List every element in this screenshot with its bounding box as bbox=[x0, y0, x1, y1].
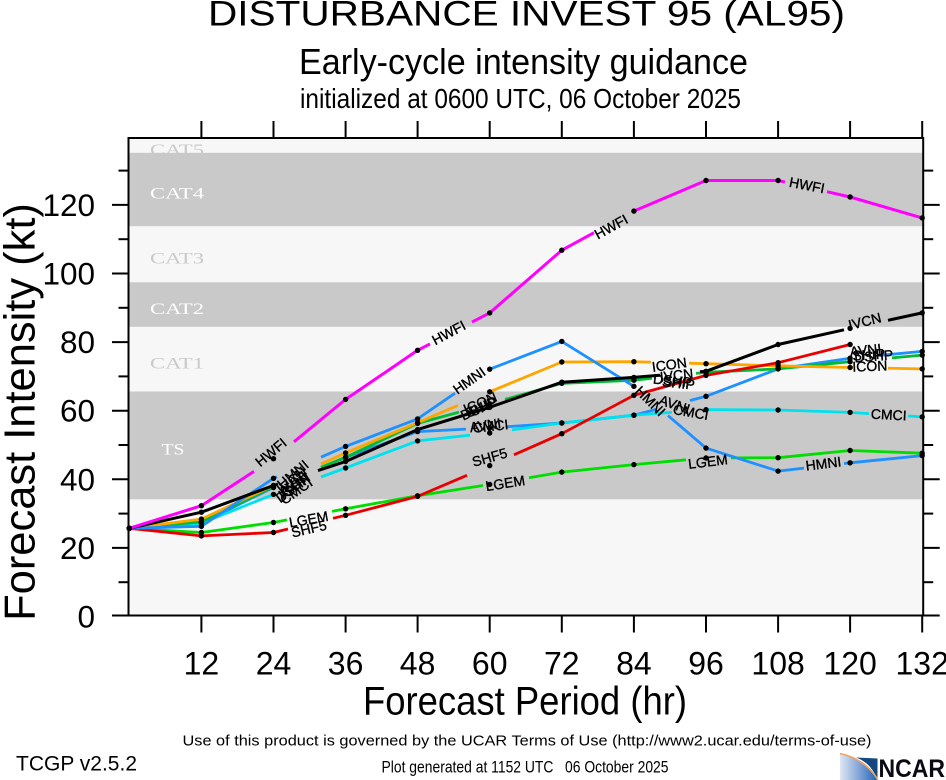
svg-text:ICON: ICON bbox=[651, 354, 688, 375]
svg-text:96: 96 bbox=[688, 646, 724, 682]
svg-text:HWFI: HWFI bbox=[788, 174, 826, 197]
svg-text:Forecast Intensity (kt): Forecast Intensity (kt) bbox=[0, 203, 45, 621]
svg-text:SHIP: SHIP bbox=[852, 345, 886, 363]
svg-text:CAT2: CAT2 bbox=[150, 301, 204, 318]
svg-text:100: 100 bbox=[42, 256, 95, 292]
svg-text:Use of this product is governe: Use of this product is governed by the U… bbox=[183, 734, 872, 750]
svg-text:Early-cycle intensity guidance: Early-cycle intensity guidance bbox=[299, 42, 748, 82]
svg-text:TS: TS bbox=[162, 442, 185, 459]
svg-text:initialized at 0600 UTC, 06 Oc: initialized at 0600 UTC, 06 October 2025 bbox=[300, 83, 741, 114]
svg-text:CAT5: CAT5 bbox=[150, 142, 204, 159]
svg-text:LGEM: LGEM bbox=[288, 508, 330, 531]
svg-text:108: 108 bbox=[751, 646, 804, 682]
svg-text:CMCI: CMCI bbox=[870, 406, 907, 424]
svg-text:40: 40 bbox=[60, 461, 95, 497]
svg-text:ICON: ICON bbox=[852, 357, 888, 374]
svg-text:24: 24 bbox=[256, 646, 292, 682]
svg-text:60: 60 bbox=[472, 646, 508, 682]
svg-text:NCAR: NCAR bbox=[879, 755, 946, 780]
svg-text:TCGP v2.5.2: TCGP v2.5.2 bbox=[16, 753, 137, 776]
svg-text:12: 12 bbox=[184, 646, 220, 682]
svg-text:AVNI: AVNI bbox=[469, 415, 503, 435]
svg-text:80: 80 bbox=[60, 324, 95, 360]
svg-text:CMCI: CMCI bbox=[472, 416, 509, 436]
svg-text:72: 72 bbox=[544, 646, 580, 682]
svg-text:20: 20 bbox=[60, 530, 95, 566]
svg-text:CMCI: CMCI bbox=[672, 401, 710, 423]
svg-text:DSHP: DSHP bbox=[854, 347, 894, 366]
svg-text:CAT3: CAT3 bbox=[150, 251, 204, 268]
svg-text:60: 60 bbox=[60, 393, 95, 429]
svg-text:CAT1: CAT1 bbox=[150, 356, 204, 373]
svg-text:LGEM: LGEM bbox=[484, 472, 526, 494]
svg-text:132: 132 bbox=[896, 646, 946, 682]
svg-text:SHIP: SHIP bbox=[661, 373, 695, 392]
svg-text:120: 120 bbox=[42, 187, 95, 223]
svg-text:Plot generated at 1152 UTC 0: Plot generated at 1152 UTC 06 October 20… bbox=[382, 758, 669, 777]
svg-text:AVNI: AVNI bbox=[849, 340, 882, 359]
svg-text:Forecast Period (hr): Forecast Period (hr) bbox=[363, 679, 687, 724]
svg-text:120: 120 bbox=[823, 646, 876, 682]
svg-text:84: 84 bbox=[616, 646, 652, 682]
svg-text:LGEM: LGEM bbox=[687, 451, 728, 472]
svg-text:0: 0 bbox=[77, 599, 95, 635]
svg-text:HMNI: HMNI bbox=[805, 453, 842, 473]
svg-text:48: 48 bbox=[400, 646, 436, 682]
svg-text:36: 36 bbox=[328, 646, 364, 682]
svg-text:IVCN: IVCN bbox=[659, 365, 694, 384]
svg-text:DSHP: DSHP bbox=[652, 371, 692, 391]
svg-text:CAT4: CAT4 bbox=[150, 186, 204, 203]
svg-text:DISTURBANCE INVEST 95 (AL95): DISTURBANCE INVEST 95 (AL95) bbox=[208, 0, 845, 34]
